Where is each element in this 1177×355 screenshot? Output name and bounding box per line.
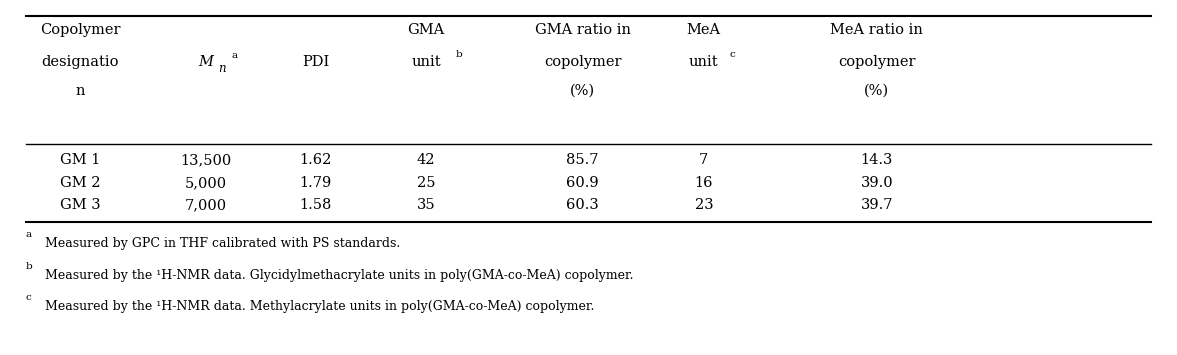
Text: 7,000: 7,000 bbox=[185, 198, 227, 212]
Text: a: a bbox=[26, 230, 32, 239]
Text: 14.3: 14.3 bbox=[860, 153, 893, 168]
Text: Measured by GPC in THF calibrated with PS standards.: Measured by GPC in THF calibrated with P… bbox=[45, 237, 400, 250]
Text: MeA: MeA bbox=[687, 23, 720, 37]
Text: c: c bbox=[730, 50, 736, 59]
Text: unit: unit bbox=[689, 55, 719, 69]
Text: 7: 7 bbox=[699, 153, 709, 168]
Text: M: M bbox=[199, 55, 213, 69]
Text: 25: 25 bbox=[417, 176, 435, 190]
Text: 39.0: 39.0 bbox=[860, 176, 893, 190]
Text: b: b bbox=[455, 50, 463, 59]
Text: c: c bbox=[26, 293, 32, 302]
Text: 60.3: 60.3 bbox=[566, 198, 599, 212]
Text: b: b bbox=[26, 262, 33, 271]
Text: Measured by the ¹H-NMR data. Methylacrylate units in poly(GMA-co-MeA) copolymer.: Measured by the ¹H-NMR data. Methylacryl… bbox=[45, 300, 594, 312]
Text: (%): (%) bbox=[864, 83, 890, 98]
Text: (%): (%) bbox=[570, 83, 596, 98]
Text: 5,000: 5,000 bbox=[185, 176, 227, 190]
Text: 23: 23 bbox=[694, 198, 713, 212]
Text: n: n bbox=[75, 83, 85, 98]
Text: MeA ratio in: MeA ratio in bbox=[831, 23, 923, 37]
Text: unit: unit bbox=[411, 55, 441, 69]
Text: a: a bbox=[232, 50, 238, 60]
Text: 16: 16 bbox=[694, 176, 713, 190]
Text: GM 1: GM 1 bbox=[60, 153, 100, 168]
Text: 85.7: 85.7 bbox=[566, 153, 599, 168]
Text: copolymer: copolymer bbox=[838, 55, 916, 69]
Text: PDI: PDI bbox=[301, 55, 330, 69]
Text: GM 2: GM 2 bbox=[60, 176, 100, 190]
Text: designatio: designatio bbox=[41, 55, 119, 69]
Text: 1.79: 1.79 bbox=[299, 176, 332, 190]
Text: 35: 35 bbox=[417, 198, 435, 212]
Text: GMA ratio in: GMA ratio in bbox=[534, 23, 631, 37]
Text: 1.58: 1.58 bbox=[299, 198, 332, 212]
Text: 13,500: 13,500 bbox=[180, 153, 232, 168]
Text: 39.7: 39.7 bbox=[860, 198, 893, 212]
Text: 42: 42 bbox=[417, 153, 435, 168]
Text: n: n bbox=[218, 62, 225, 75]
Text: copolymer: copolymer bbox=[544, 55, 621, 69]
Text: GM 3: GM 3 bbox=[60, 198, 100, 212]
Text: Measured by the ¹H-NMR data. Glycidylmethacrylate units in poly(GMA-co-MeA) copo: Measured by the ¹H-NMR data. Glycidylmet… bbox=[45, 269, 633, 282]
Text: Copolymer: Copolymer bbox=[40, 23, 120, 37]
Text: 1.62: 1.62 bbox=[299, 153, 332, 168]
Text: 60.9: 60.9 bbox=[566, 176, 599, 190]
Text: GMA: GMA bbox=[407, 23, 445, 37]
